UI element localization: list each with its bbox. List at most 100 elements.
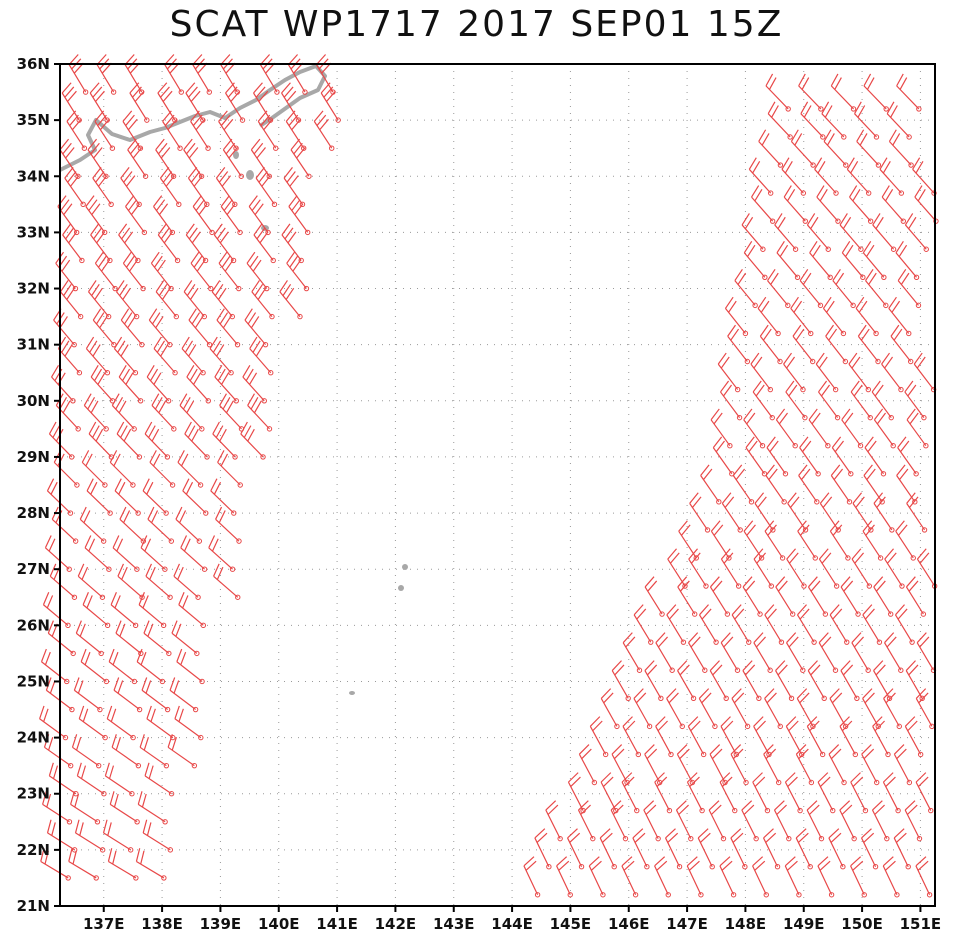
wind-barb: [251, 280, 275, 320]
wind-barb: [120, 167, 142, 208]
wind-barb: [741, 213, 766, 252]
wind-barb: [817, 856, 835, 898]
wind-barb: [253, 223, 276, 264]
wind-barb: [884, 632, 904, 673]
wind-barb: [850, 856, 867, 898]
wind-barb: [721, 492, 743, 533]
wind-barb: [882, 772, 901, 814]
wind-barb: [140, 535, 168, 572]
wind-barb: [710, 408, 733, 449]
wind-barb: [886, 101, 912, 140]
wind-barb: [897, 436, 919, 477]
wind-barb: [187, 167, 210, 208]
wind-barb: [84, 535, 112, 572]
wind-barb: [677, 660, 697, 702]
wind-barb: [678, 520, 699, 561]
wind-barb: [840, 576, 861, 617]
wind-barb: [745, 436, 768, 477]
wind-barb: [915, 772, 934, 814]
map-frame: [59, 63, 936, 907]
wind-barb: [60, 280, 84, 320]
wind-barb: [146, 705, 176, 741]
wind-barb: [894, 604, 915, 645]
wind-barb: [179, 393, 205, 432]
wind-barb: [806, 800, 825, 842]
wind-barb: [698, 688, 718, 730]
wind-barb: [173, 563, 201, 600]
wind-barb: [47, 620, 76, 657]
wind-barb: [792, 324, 816, 365]
wind-barb: [246, 251, 270, 292]
wind-barb: [144, 421, 171, 460]
wind-barb: [840, 660, 860, 702]
lon-label: 150E: [841, 915, 883, 933]
wind-barb: [862, 520, 884, 561]
wind-barb: [829, 688, 849, 730]
wind-barb: [727, 324, 751, 365]
wind-barb: [904, 800, 923, 842]
wind-barb: [815, 352, 839, 393]
lon-label: 151E: [900, 915, 942, 933]
wind-barb: [741, 800, 759, 842]
wind-barb: [147, 506, 175, 544]
wind-barb: [814, 157, 839, 196]
wind-barb: [776, 241, 801, 281]
lon-label: 144E: [491, 915, 533, 933]
wind-barb: [787, 492, 809, 533]
wind-barb: [118, 365, 144, 404]
wind-barb: [818, 632, 839, 673]
wind-barb: [214, 365, 239, 404]
wind-barb: [185, 223, 209, 264]
wind-barb: [213, 563, 241, 600]
wind-barb: [143, 620, 172, 657]
wind-barb: [896, 464, 918, 505]
wind-barb: [854, 101, 880, 140]
wind-barb: [775, 660, 795, 702]
lat-label: 21N: [17, 897, 50, 915]
wind-barb: [904, 213, 929, 252]
wind-barb: [697, 828, 715, 870]
wind-barb: [120, 308, 145, 348]
wind-barb: [622, 632, 643, 673]
wind-barb: [863, 464, 885, 505]
wind-barb: [242, 365, 267, 404]
island-izu-1: [246, 170, 254, 180]
wind-barb: [806, 213, 831, 252]
wind-barb: [774, 213, 799, 252]
wind-barb: [893, 828, 911, 870]
wind-barb: [816, 185, 841, 224]
wind-barb: [893, 744, 913, 786]
wind-barb: [864, 436, 887, 477]
wind-barb: [288, 195, 311, 236]
wind-barb: [73, 677, 103, 713]
wind-barb: [621, 856, 639, 898]
wind-barb: [145, 563, 173, 600]
wind-barb: [112, 535, 140, 572]
wind-barb: [600, 772, 619, 814]
wind-barb: [611, 660, 631, 702]
wind-barb: [82, 592, 111, 629]
wind-barb: [644, 576, 665, 617]
wind-barb: [188, 308, 213, 348]
wind-barb: [190, 251, 214, 292]
wind-barb: [851, 632, 871, 673]
wind-barb: [171, 620, 200, 657]
wind-barb: [86, 478, 113, 516]
wind-barb: [734, 268, 758, 309]
wind-barb: [74, 819, 106, 853]
wind-barb: [137, 791, 168, 825]
lon-label: 137E: [83, 915, 125, 933]
wind-barb: [700, 464, 722, 505]
wind-barb: [88, 280, 112, 320]
wind-barb: [825, 324, 849, 365]
wind-barb: [210, 478, 237, 516]
wind-barb: [59, 138, 81, 179]
wind-barb: [248, 195, 271, 236]
wind-barb: [830, 73, 857, 112]
wind-barb: [822, 296, 847, 337]
wind-barb: [111, 393, 137, 432]
wind-barb: [748, 157, 774, 196]
wind-barb: [220, 195, 243, 236]
wind-barb: [839, 716, 859, 758]
wind-barb: [688, 632, 708, 673]
